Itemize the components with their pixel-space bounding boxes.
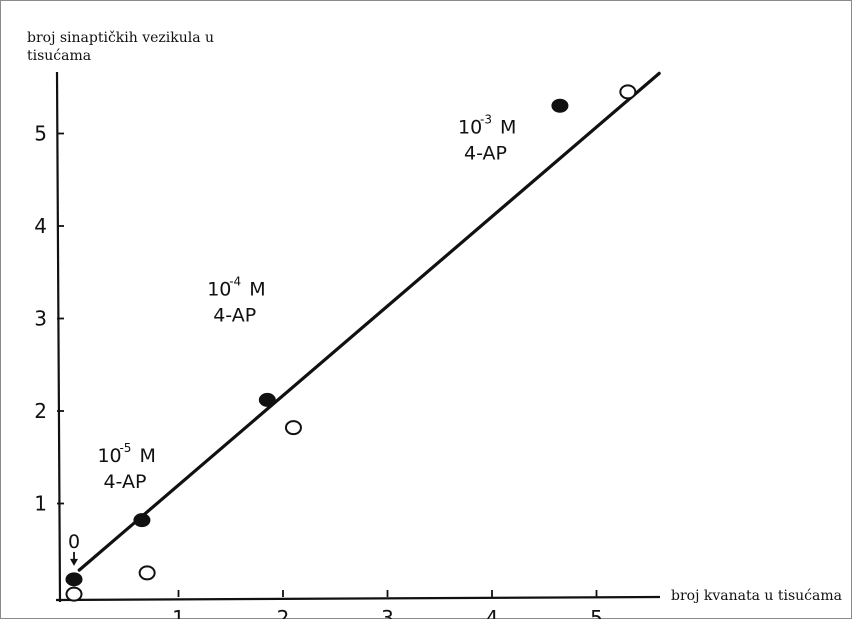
x-tick-label-4: 4 xyxy=(486,606,499,619)
y-axis-label-line1: broj sinaptičkih vezikula u xyxy=(27,30,214,46)
filled-point-4 xyxy=(551,98,569,113)
annotation-base: 10 xyxy=(458,117,482,139)
y-axis-label-line2: tisućama xyxy=(27,48,91,64)
y-tick-label-3: 3 xyxy=(34,307,47,331)
y-tick-label-5: 5 xyxy=(34,122,47,146)
x-axis-label: broj kvanata u tisućama xyxy=(671,588,842,604)
open-point-2 xyxy=(138,565,156,581)
y-tick-label-2: 2 xyxy=(34,399,47,423)
annotation-2: 10-4 M 4-AP xyxy=(207,274,265,326)
open-point-3 xyxy=(284,420,302,436)
filled-point-1 xyxy=(65,572,83,587)
annotation-unit: M xyxy=(500,117,516,139)
annotation-base: 10 xyxy=(207,278,231,300)
x-axis-line xyxy=(55,595,661,602)
open-point-1 xyxy=(65,586,83,602)
fit-line-group xyxy=(77,71,661,572)
data-points xyxy=(65,84,637,602)
annotation-exponent: -4 xyxy=(229,274,241,288)
filled-point-3 xyxy=(258,392,276,407)
y-tick-label-4: 4 xyxy=(34,214,47,238)
y-axis-line xyxy=(55,71,62,603)
y-tick-label-1: 1 xyxy=(34,492,47,516)
annotation-zero-label: 0 xyxy=(68,531,80,553)
x-tick-label-2: 2 xyxy=(277,606,290,619)
annotation-base: 10 xyxy=(97,445,121,467)
x-tick-label-1: 1 xyxy=(172,606,185,619)
annotation-zero-arrow-head xyxy=(70,558,78,566)
regression-line xyxy=(77,71,661,572)
ticks: 1 2 3 4 5 1 2 3 4 5 xyxy=(34,122,603,619)
annotation-unit: M xyxy=(139,445,155,467)
annotation-exponent: -5 xyxy=(119,441,131,455)
open-point-4 xyxy=(619,84,637,100)
annotation-compound: 4-AP xyxy=(464,143,507,165)
annotation-unit: M xyxy=(249,278,265,300)
annotation-compound: 4-AP xyxy=(213,304,256,326)
x-tick-label-5: 5 xyxy=(590,606,603,619)
annotation-1: 10-5 M 4-AP xyxy=(97,441,155,493)
axes xyxy=(55,71,661,603)
annotation-exponent: -3 xyxy=(480,113,492,127)
x-tick-label-3: 3 xyxy=(381,606,394,619)
annotation-compound: 4-AP xyxy=(103,471,146,493)
annotation-3: 10-3 M 4-AP xyxy=(458,113,516,165)
filled-point-2 xyxy=(133,513,151,528)
